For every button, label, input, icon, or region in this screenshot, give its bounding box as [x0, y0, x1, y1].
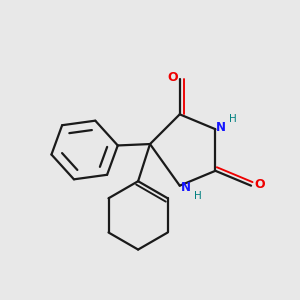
- Text: O: O: [255, 178, 265, 191]
- Text: O: O: [167, 71, 178, 84]
- Text: N: N: [216, 121, 226, 134]
- Text: H: H: [229, 114, 237, 124]
- Text: H: H: [194, 191, 201, 201]
- Text: N: N: [181, 181, 191, 194]
